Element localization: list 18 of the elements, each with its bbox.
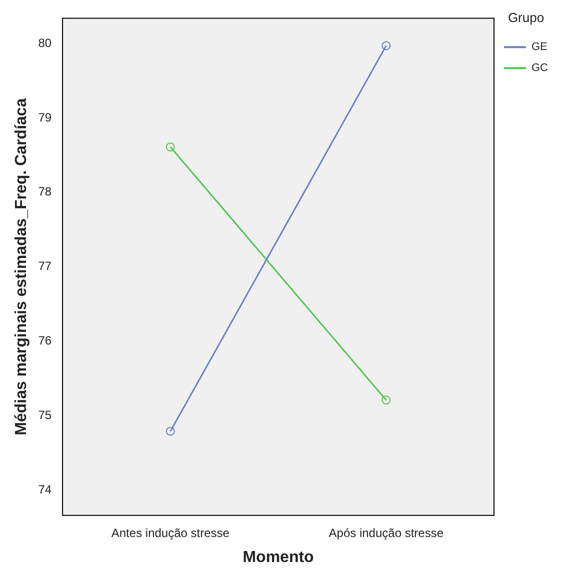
y-tick-label: 79 [38,110,52,124]
y-tick-label: 80 [38,36,52,50]
point [382,41,391,50]
point [166,426,175,436]
y-tick-label: 78 [38,184,52,199]
y-axis-title: Médias marginais estimadas_Freq. Cardíaca [13,98,30,436]
x-axis-title: Momento [242,548,314,566]
x-tick-label: Antes indução stresse [111,526,230,540]
y-tick-label: 74 [38,482,52,496]
legend-label: GC [532,62,548,74]
x-tick-label: Após indução stresse [328,526,444,540]
y-tick-label: 77 [38,259,52,274]
point [166,142,175,152]
legend-label: GE [532,41,548,54]
y-tick-label: 75 [38,408,52,422]
legend-title: Grupo [508,10,544,26]
y-tick-label: 76 [38,334,52,348]
point [382,396,391,405]
